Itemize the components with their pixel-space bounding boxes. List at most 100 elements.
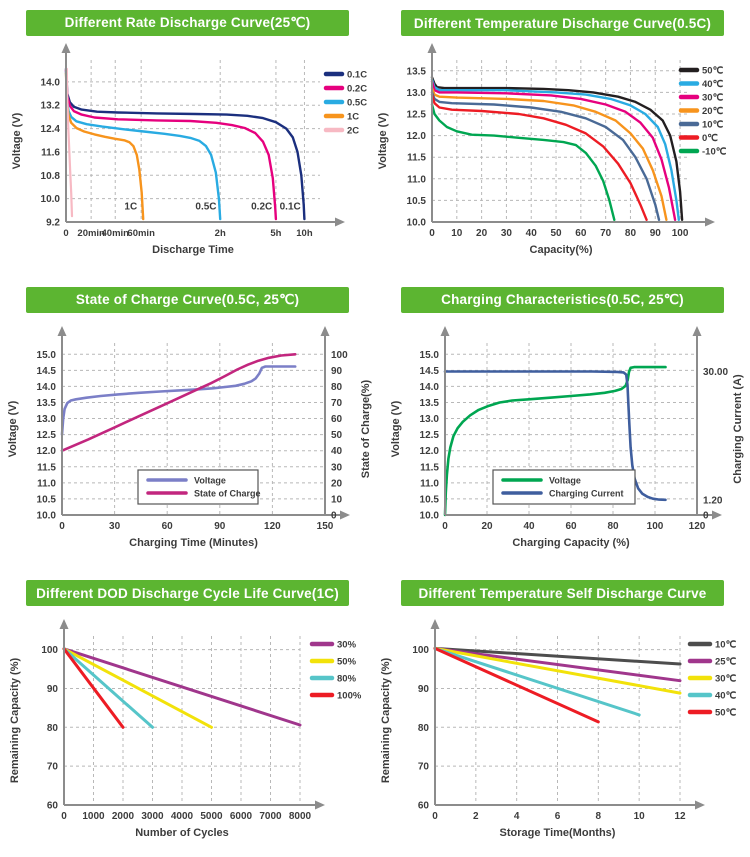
svg-text:90: 90	[331, 366, 343, 377]
series	[60, 352, 297, 452]
series	[64, 67, 306, 221]
svg-text:1C: 1C	[347, 112, 359, 123]
svg-text:Number of Cycles: Number of Cycles	[135, 827, 229, 839]
svg-text:15.0: 15.0	[37, 350, 57, 361]
svg-text:13.0: 13.0	[420, 414, 440, 425]
svg-text:Charging Capacity (%): Charging Capacity (%)	[512, 537, 630, 549]
svg-text:11.5: 11.5	[37, 462, 56, 473]
series-Charging Current	[443, 370, 667, 502]
svg-text:70: 70	[418, 762, 430, 773]
charging-characteristics-chart: 10.0 10.5 11.0 11.5 12.0 12.5 13.0 13.5 14.0 14.5…	[390, 326, 744, 549]
state-of-charge-chart: 10.0 10.5 11.0 11.5 12.0 12.5 13.0 13.5 14.0 14.5…	[7, 326, 372, 549]
svg-text:80: 80	[607, 521, 619, 532]
chart-title: Charging Characteristics(0.5C, 25℃)	[441, 292, 684, 307]
chart-cell-self-discharge: Different Temperature Self Discharge Cur…	[375, 570, 750, 857]
svg-text:11.0: 11.0	[37, 478, 56, 489]
svg-text:100: 100	[412, 645, 429, 656]
svg-text:10.0: 10.0	[41, 194, 61, 205]
svg-text:8000: 8000	[289, 811, 312, 822]
svg-text:6000: 6000	[230, 811, 253, 822]
svg-text:30: 30	[331, 462, 343, 473]
chart-title-banner: Different Rate Discharge Curve(25℃)	[26, 10, 349, 36]
chart-title: Different Rate Discharge Curve(25℃)	[64, 15, 311, 30]
svg-text:0.2C: 0.2C	[251, 202, 272, 213]
svg-text:11.5: 11.5	[407, 153, 426, 164]
svg-text:0: 0	[442, 521, 448, 532]
svg-text:13.5: 13.5	[37, 398, 57, 409]
svg-text:50: 50	[550, 228, 562, 239]
series-10C	[430, 91, 661, 222]
series	[443, 365, 667, 517]
legend: 0.1C 0.2C 0.5C 1C 2C	[323, 70, 367, 137]
svg-text:10.0: 10.0	[37, 511, 57, 522]
chart-title-banner: Different DOD Discharge Cycle Life Curve…	[26, 580, 349, 606]
svg-text:13.5: 13.5	[420, 398, 440, 409]
svg-text:60: 60	[331, 414, 343, 425]
series-30% DOD	[62, 647, 302, 727]
axis-labels: 10.0 10.5 11.0 11.5 12.0 12.5 13.0 13.5 14.0 14.5…	[390, 350, 744, 549]
svg-text:2C: 2C	[347, 126, 359, 137]
svg-text:0: 0	[331, 511, 337, 522]
svg-text:13.0: 13.0	[37, 414, 57, 425]
series-0.2C	[64, 69, 278, 221]
svg-text:15.0: 15.0	[420, 350, 440, 361]
axes	[65, 52, 336, 223]
self-discharge-chart: 60 70 80 90 100 0 2 4 6 8 10 12 Storage Time(Months)…	[380, 619, 737, 839]
svg-text:10: 10	[451, 228, 463, 239]
svg-text:13.2: 13.2	[41, 101, 61, 112]
svg-text:14.0: 14.0	[41, 77, 61, 88]
svg-text:12.0: 12.0	[420, 446, 440, 457]
svg-text:100: 100	[672, 228, 689, 239]
svg-text:40min: 40min	[102, 228, 130, 239]
svg-text:12.0: 12.0	[407, 131, 427, 142]
svg-text:80: 80	[331, 382, 343, 393]
rate-discharge-chart: 9.2 10.0 10.8 11.6 12.4 13.2 14.0 0 20min40min60…	[11, 43, 367, 256]
series-0C	[430, 93, 648, 222]
svg-text:10.5: 10.5	[420, 494, 440, 505]
svg-text:12.5: 12.5	[37, 430, 57, 441]
svg-text:150: 150	[317, 521, 334, 532]
svg-text:60: 60	[565, 521, 577, 532]
svg-text:0.5C: 0.5C	[195, 202, 216, 213]
axes	[61, 335, 341, 516]
svg-text:20min: 20min	[77, 228, 105, 239]
svg-text:10: 10	[634, 811, 646, 822]
svg-text:Voltage (V): Voltage (V)	[377, 112, 389, 169]
svg-text:100: 100	[331, 350, 348, 361]
svg-text:70: 70	[331, 398, 343, 409]
chart-title: Different Temperature Self Discharge Cur…	[418, 585, 707, 601]
svg-text:Voltage (V): Voltage (V)	[390, 400, 402, 457]
series-40C	[430, 78, 680, 222]
chart-cell-dod-cycle-life: Different DOD Discharge Cycle Life Curve…	[0, 570, 375, 857]
svg-text:60: 60	[575, 228, 587, 239]
svg-text:90: 90	[214, 521, 226, 532]
svg-text:40: 40	[523, 521, 535, 532]
axis-labels: 9.2 10.0 10.8 11.6 12.4 13.2 14.0 0 20min40min60…	[11, 77, 313, 256]
series	[430, 76, 684, 222]
svg-text:40℃: 40℃	[702, 79, 724, 90]
svg-text:14.5: 14.5	[37, 366, 57, 377]
legend: Voltage State of Charge	[137, 469, 261, 505]
chart-title-banner: Different Temperature Self Discharge Cur…	[401, 580, 724, 606]
series-0.1C	[64, 67, 306, 221]
chart-cell-temperature-discharge: Different Temperature Discharge Curve(0.…	[375, 0, 750, 280]
svg-text:11.0: 11.0	[407, 174, 426, 185]
svg-text:Voltage (V): Voltage (V)	[11, 112, 23, 169]
svg-text:State of Charge: State of Charge	[194, 489, 261, 499]
svg-text:7000: 7000	[259, 811, 282, 822]
svg-text:Voltage: Voltage	[549, 476, 581, 486]
series-80% DOD	[62, 647, 154, 729]
svg-text:11.5: 11.5	[420, 462, 439, 473]
svg-text:30: 30	[501, 228, 513, 239]
svg-text:Voltage: Voltage	[194, 476, 226, 486]
axes	[431, 52, 706, 223]
series-50C	[433, 646, 600, 724]
series-25C	[433, 646, 682, 683]
chart-cell-state-of-charge: State of Charge Curve(0.5C, 25℃) 10.0 10.…	[0, 280, 375, 570]
svg-text:10℃: 10℃	[702, 120, 724, 131]
series-State of Charge	[60, 352, 297, 452]
svg-text:13.5: 13.5	[407, 66, 427, 77]
svg-text:20℃: 20℃	[702, 106, 724, 117]
